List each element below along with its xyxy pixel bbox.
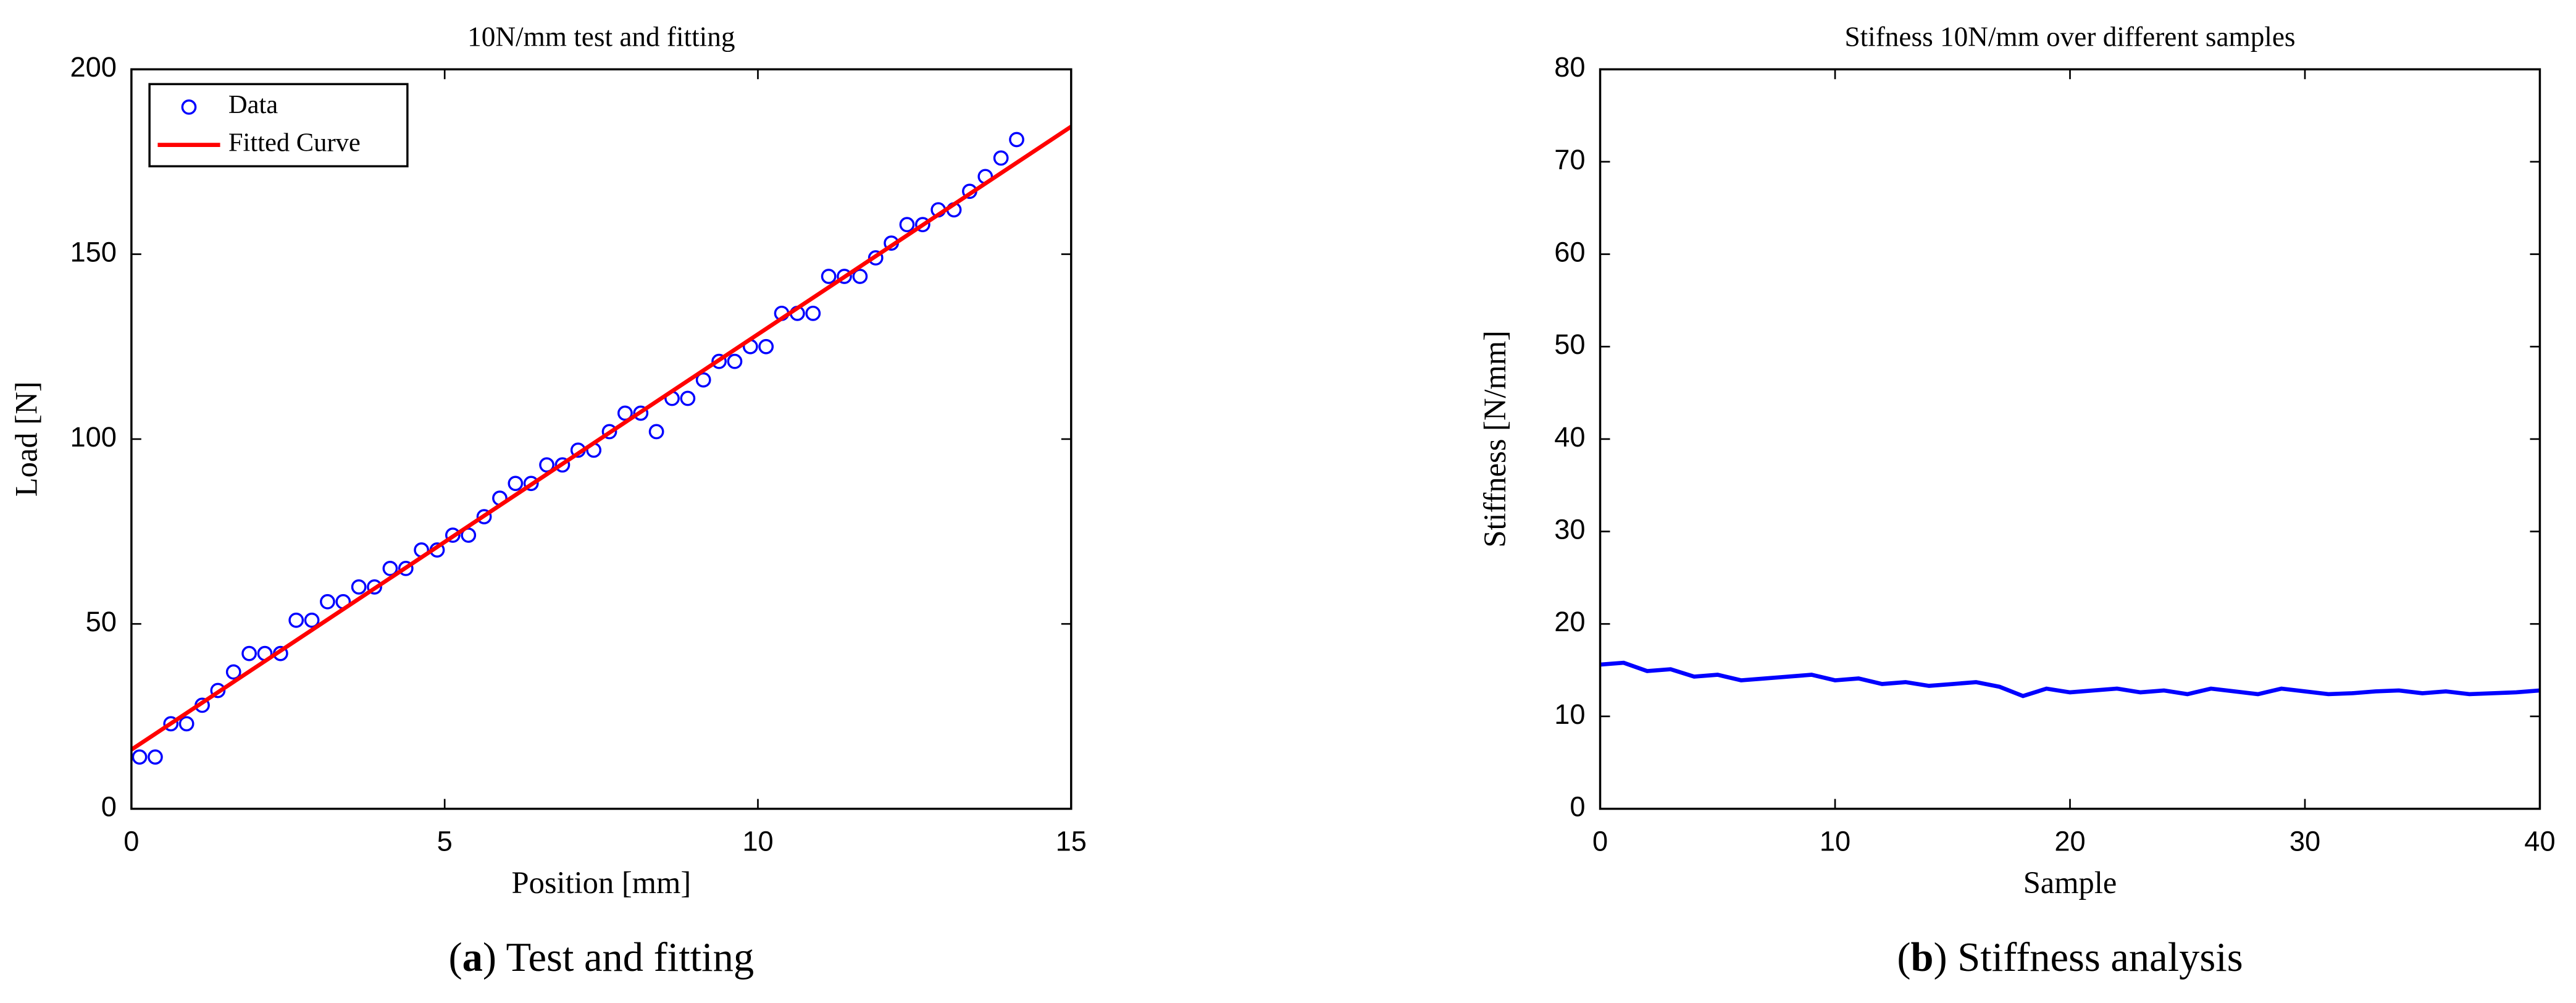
legend-label: Data: [228, 90, 278, 119]
data-point: [821, 269, 837, 284]
caption-label: a: [462, 935, 483, 980]
caption: (b) Stiffness analysis: [1897, 935, 2243, 980]
data-point: [225, 664, 241, 680]
series-line: [130, 125, 1073, 752]
y-tick-label: 80: [1554, 51, 1585, 83]
chart-title: 10N/mm test and fitting: [467, 22, 735, 52]
data-point: [398, 561, 414, 576]
caption-label: b: [1910, 935, 1933, 980]
data-point: [758, 338, 774, 355]
y-tick-label: 0: [101, 791, 117, 823]
data-point: [367, 579, 382, 595]
data-point: [711, 353, 727, 369]
data-point: [351, 579, 367, 595]
data-point: [914, 217, 930, 233]
data-point: [617, 405, 633, 421]
y-tick-label: 30: [1554, 514, 1585, 545]
x-tick-label: 10: [1820, 825, 1850, 857]
legend: Data Fitted Curve: [148, 83, 409, 167]
x-tick-label: 20: [2054, 825, 2085, 857]
data-point: [1009, 132, 1024, 148]
data-point: [899, 217, 915, 233]
caption-prefix: (: [449, 935, 462, 980]
chart-title: Stifness 10N/mm over different samples: [1844, 22, 2295, 52]
plot-frame: [130, 68, 1073, 810]
x-axis-label: Sample: [2023, 865, 2117, 900]
y-tick-label: 40: [1554, 421, 1585, 453]
caption: (a) Test and fitting: [449, 935, 755, 980]
data-point: [554, 457, 571, 473]
x-tick-label: 10: [742, 825, 773, 857]
data-point: [993, 150, 1009, 166]
caption-text: ) Stiffness analysis: [1933, 935, 2243, 980]
data-point: [633, 405, 649, 421]
x-tick-label: 5: [437, 825, 453, 857]
data-point: [601, 424, 617, 440]
data-point: [132, 749, 148, 765]
data-point: [163, 716, 179, 732]
data-point: [288, 612, 304, 628]
data-point: [148, 749, 163, 765]
legend-marker: [181, 99, 197, 115]
data-point: [680, 390, 696, 406]
data-point: [727, 353, 743, 369]
x-tick-label: 0: [123, 825, 139, 857]
data-point: [320, 594, 335, 610]
y-tick-label: 50: [1554, 329, 1585, 360]
data-point: [445, 527, 461, 543]
y-tick-label: 100: [70, 421, 116, 453]
data-point: [178, 716, 194, 732]
y-tick-label: 200: [70, 51, 116, 83]
chart: 10N/mm test and fitting Position [mm] Load…: [9, 22, 1086, 981]
plot-frame: [1599, 68, 2541, 810]
y-tick-label: 50: [86, 606, 117, 637]
y-tick-label: 60: [1554, 237, 1585, 268]
data-point: [210, 682, 226, 699]
y-axis-label: Load [N]: [9, 382, 43, 497]
x-tick-label: 40: [2524, 825, 2555, 857]
x-tick-label: 30: [2290, 825, 2320, 857]
data-point: [805, 305, 821, 321]
data-point: [304, 612, 320, 628]
legend-box: [148, 83, 409, 167]
y-tick-label: 20: [1554, 606, 1585, 637]
y-tick-label: 70: [1554, 144, 1585, 175]
y-axis-label: Stiffness [N/mm]: [1478, 330, 1512, 547]
data-point: [648, 424, 664, 440]
data-point: [382, 561, 398, 576]
caption-prefix: (: [1897, 935, 1910, 980]
chart: Stifness 10N/mm over different samples Sa…: [1478, 22, 2555, 981]
x-axis-label: Position [mm]: [511, 865, 691, 900]
data-point: [476, 509, 492, 524]
data-point: [695, 372, 711, 388]
x-tick-label: 15: [1056, 825, 1087, 857]
x-tick-label: 0: [1592, 825, 1608, 857]
y-tick-label: 150: [70, 237, 116, 268]
data-point: [837, 269, 852, 284]
data-point: [241, 645, 257, 661]
legend-label: Fitted Curve: [228, 128, 361, 157]
data-point: [523, 476, 539, 492]
data-point: [539, 457, 554, 473]
data-point: [868, 250, 884, 266]
y-tick-label: 10: [1554, 699, 1585, 730]
data-point: [852, 269, 868, 284]
y-tick-label: 0: [1570, 791, 1585, 823]
caption-text: ) Test and fitting: [483, 935, 754, 980]
data-point: [508, 476, 524, 492]
series-line: [1600, 660, 2540, 699]
